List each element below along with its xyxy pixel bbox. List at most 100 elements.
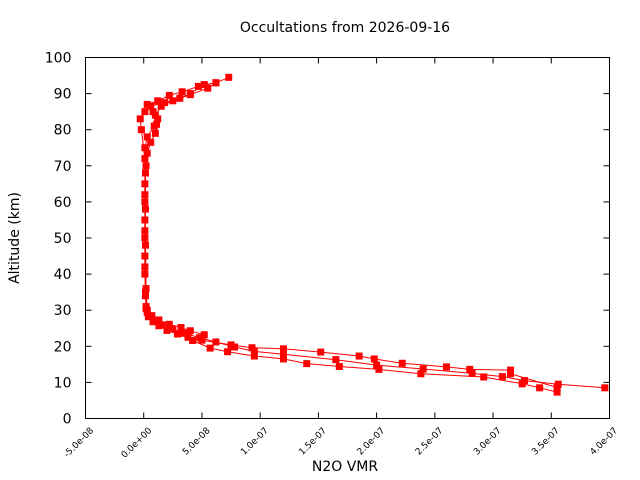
series-layer [136,73,609,396]
data-point [250,347,258,355]
data-point [536,384,544,392]
data-point [141,191,149,199]
data-point [169,97,177,105]
data-point [142,285,150,293]
data-point [141,263,149,271]
y-tick-label: 90 [54,87,72,103]
data-point [177,324,185,332]
data-point [169,325,177,333]
data-point [184,333,192,341]
data-point [553,388,561,396]
data-point [198,336,206,344]
x-tick-label: -5.0e-08 [62,426,96,460]
x-tick-label: 2.5e-07 [414,426,446,458]
y-axis-label: Altitude (km) [7,192,23,284]
data-point [149,318,157,326]
data-point [141,227,149,235]
data-point [317,348,325,356]
data-point [507,366,515,374]
data-point [398,359,406,367]
data-point [498,373,506,381]
data-point [279,350,287,358]
y-tick-label: 100 [45,51,72,67]
data-point [442,363,450,371]
data-point [161,99,169,107]
x-tick-label: 3.0e-07 [472,426,504,458]
data-point [143,100,151,108]
data-point [141,241,149,249]
data-point [225,73,233,81]
y-tick-label: 60 [54,195,72,211]
data-point [204,84,212,92]
data-point [154,97,162,105]
data-point [143,133,151,141]
data-point [212,79,220,87]
y-tick-label: 30 [54,303,72,319]
series-3 [141,82,561,391]
y-tick-label: 80 [54,123,72,139]
data-point [466,365,474,373]
data-point [468,369,476,377]
chart-title: Occultations from 2026-09-16 [240,20,450,36]
data-point [176,94,184,102]
y-axis: 0 10 20 30 40 50 60 70 80 90 100 [45,51,610,428]
y-tick-label: 0 [63,412,72,428]
data-point [189,337,197,345]
data-point [141,205,149,213]
x-tick-label: 1.5e-07 [297,426,329,458]
x-tick-label: 2.0e-07 [356,426,388,458]
data-point [141,292,149,300]
data-point [143,306,151,314]
data-point [224,348,232,356]
series-line [144,85,558,388]
data-point [480,373,488,381]
data-point [335,363,343,371]
x-tick-label: 0.0e+00 [120,426,155,461]
x-tick-label: 1.0e-07 [239,426,271,458]
x-tick-label: 4.0e-07 [589,426,621,458]
data-point [142,162,150,170]
series-2 [136,79,561,396]
data-point [370,355,378,363]
data-point [200,81,208,89]
data-point [141,108,149,116]
x-axis-label: N2O VMR [312,459,379,475]
data-point [186,327,194,335]
data-point [248,344,256,352]
series-1 [141,73,609,392]
x-tick-label: 5.0e-08 [181,426,213,458]
data-point [154,115,162,123]
data-point [417,370,425,378]
data-point [178,88,186,96]
data-point [206,344,214,352]
data-point [148,312,156,320]
data-point [136,115,144,123]
data-point [419,365,427,373]
data-point [186,90,194,98]
y-tick-label: 50 [54,231,72,247]
data-point [155,316,163,324]
data-point [553,383,561,391]
data-point [149,108,157,116]
data-point [227,341,235,349]
data-point [165,320,173,328]
data-point [147,138,155,146]
data-point [303,360,311,368]
data-point [279,355,287,363]
data-point [150,122,158,130]
data-point [173,330,181,338]
data-point [250,352,258,360]
series-line [139,82,558,393]
y-tick-label: 10 [54,375,72,391]
data-point [155,322,163,330]
data-point [141,144,149,152]
x-tick-label: 3.5e-07 [530,426,562,458]
y-tick-label: 40 [54,267,72,283]
data-point [279,345,287,353]
data-point [375,365,383,373]
data-point [601,384,609,392]
data-point [194,82,202,90]
data-point [151,129,159,137]
data-point [355,352,363,360]
